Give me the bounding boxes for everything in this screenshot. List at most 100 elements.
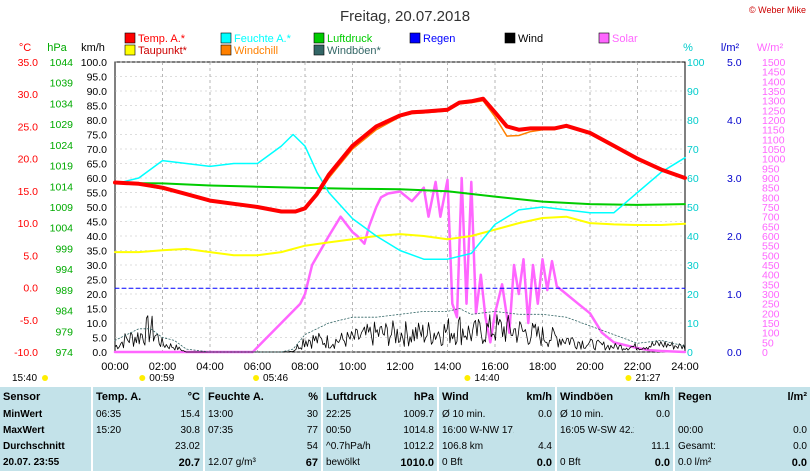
y-tick-label: 974 <box>55 347 73 359</box>
y-tick-label: 25.0 <box>18 121 39 133</box>
table-cell: 0.0 <box>536 456 552 469</box>
y-tick-label: 900 <box>762 173 780 185</box>
table-cell: 4.4 <box>538 441 552 453</box>
y-tick-label: 20.0 <box>18 154 39 166</box>
y-tick-label: 1050 <box>762 144 786 156</box>
y-tick-label: 40 <box>687 231 699 243</box>
series-line-temp-a <box>113 96 687 214</box>
y-tick-label: 1300 <box>762 96 786 108</box>
table-cell: 0 Bft <box>437 454 514 471</box>
table-header-cell: Luftdruck <box>321 387 394 407</box>
table-cell: 1010.0 <box>400 456 434 469</box>
x-tick-label: 18:00 <box>529 361 557 373</box>
table-cell: 22:25 <box>321 406 394 423</box>
y-tick-label: 1034 <box>50 98 74 110</box>
y-tick-label: 999 <box>55 243 73 255</box>
y-tick-label: 35.0 <box>18 57 39 69</box>
table-header-row: Sensor Temp. A. °C Feuchte A.% Luftdruck hPa W… <box>0 387 810 407</box>
y-axis-unit-label: % <box>683 42 693 54</box>
sun-marker-icon <box>42 375 48 381</box>
y-tick-label: 400 <box>762 270 780 282</box>
table-header-cell: km/h <box>644 390 670 403</box>
y-tick-label: 950 <box>762 163 780 175</box>
x-tick-label: 20:00 <box>576 361 604 373</box>
legend-label: Regen <box>423 33 455 45</box>
y-tick-label: 1450 <box>762 67 786 79</box>
table-cell: 0.0 <box>793 441 807 453</box>
table-cell <box>91 438 160 455</box>
y-tick-label: 1000 <box>762 154 786 166</box>
legend-label: Solar <box>612 33 638 45</box>
y-tick-label: 250 <box>762 299 780 311</box>
table-cell: 15.4 <box>180 408 200 420</box>
table-header-cell: l/m² <box>787 390 807 403</box>
y-tick-label: 0.0 <box>727 347 742 359</box>
copyright-label[interactable]: © Weber Mike <box>749 5 806 15</box>
table-cell: 13:00 <box>203 406 280 423</box>
sun-marker-icon <box>253 375 260 381</box>
legend-swatch <box>504 32 516 44</box>
legend-swatch <box>220 32 232 44</box>
table-cell: 77 <box>306 425 318 436</box>
table-cell <box>634 422 674 438</box>
y-tick-label: 4.0 <box>727 115 742 127</box>
table-cell: 06:35 <box>91 406 160 423</box>
y-tick-label: -5.0 <box>20 315 38 327</box>
legend-swatch <box>124 44 136 56</box>
table-header-cell: Windböen <box>555 387 634 407</box>
y-tick-label: 1009 <box>50 202 74 214</box>
chart-title: Freitag, 20.07.2018 <box>340 8 470 25</box>
y-tick-label: 80 <box>687 115 699 127</box>
table-header-cell: Wind <box>437 387 514 407</box>
table-header-cell: Sensor <box>3 390 41 403</box>
y-tick-label: 45.0 <box>87 217 108 229</box>
table-cell: Ø 10 min. <box>555 406 634 423</box>
y-tick-label: 1400 <box>762 76 786 88</box>
table-cell: bewölkt <box>321 454 394 471</box>
y-tick-label: 50.0 <box>87 202 108 214</box>
legend-swatch <box>313 32 325 44</box>
y-tick-label: 1100 <box>762 134 785 146</box>
table-cell: 23.02 <box>174 441 200 453</box>
legend-label: Taupunkt* <box>138 45 188 57</box>
table-header-cell: Feuchte A. <box>203 387 280 407</box>
y-tick-label: 750 <box>762 202 780 214</box>
table-cell: 16:00 W-NW 17.8 <box>437 422 514 439</box>
y-tick-label: 30.0 <box>87 260 108 272</box>
table-cell: 11.1 <box>651 441 670 453</box>
y-tick-label: 0 <box>687 347 693 359</box>
y-axis-unit-label: hPa <box>47 42 67 54</box>
y-tick-label: 20 <box>687 289 699 301</box>
table-cell: 00:50 <box>321 422 394 439</box>
series-line-luftdruck <box>114 182 686 206</box>
table-cell: 67 <box>305 456 318 469</box>
table-cell: 16:05 W-SW 42.2 <box>555 422 634 439</box>
legend-label: Temp. A.* <box>138 33 186 45</box>
statistics-table: Sensor Temp. A. °C Feuchte A.% Luftdruck hPa W… <box>0 387 810 471</box>
y-axis-unit-label: W/m² <box>757 42 784 54</box>
legend-label: Windböen* <box>327 45 382 57</box>
y-tick-label: 1250 <box>762 105 786 117</box>
y-tick-label: 1150 <box>762 125 785 137</box>
y-tick-label: -10.0 <box>14 347 38 359</box>
y-tick-label: 35.0 <box>87 246 108 258</box>
table-cell: 0.0 l/m² <box>673 454 744 471</box>
y-tick-label: 5.0 <box>92 333 107 345</box>
table-cell <box>91 454 160 471</box>
legend-swatch <box>313 44 325 56</box>
axis-unit-headers: °C hPa km/h% l/m² W/m² <box>19 42 784 54</box>
sun-marker-icon <box>139 375 146 381</box>
table-cell: 0.0 <box>793 425 807 436</box>
y-tick-label: 75.0 <box>87 130 108 142</box>
table-row: Durchschnitt 23.02 54 ^0.7hPa/h 1012.2 106.8 … <box>0 438 810 455</box>
x-tick-label: 10:00 <box>339 361 367 373</box>
y-tick-label: 90.0 <box>87 86 108 98</box>
x-tick-label: 12:00 <box>386 361 414 373</box>
event-time-label: 21:27 <box>635 373 660 384</box>
y-tick-label: 500 <box>762 250 780 262</box>
y-tick-label: 80.0 <box>87 115 108 127</box>
grid <box>114 61 686 353</box>
table-cell: 0 Bft <box>555 454 634 471</box>
y-tick-label: 1039 <box>50 78 74 90</box>
table-cell: Gesamt: <box>673 438 744 455</box>
